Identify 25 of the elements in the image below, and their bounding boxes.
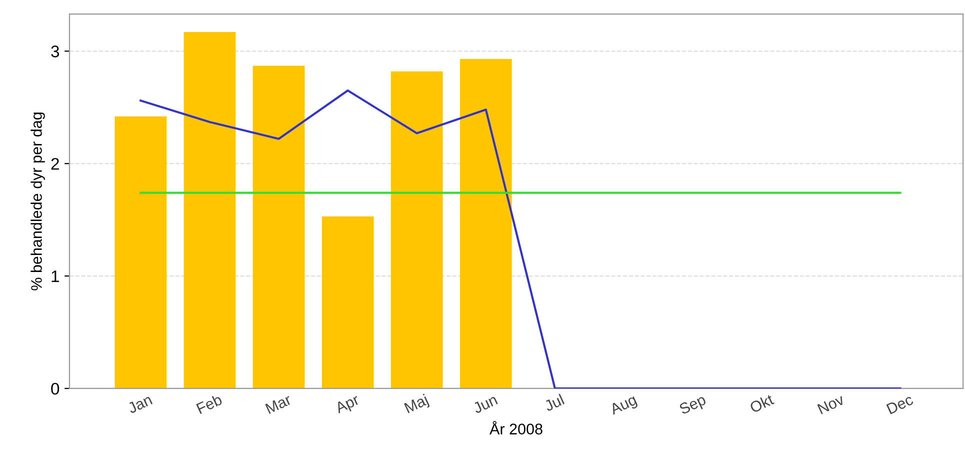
bar: [252, 66, 305, 388]
x-tick-label: Sep: [678, 394, 708, 418]
bar: [184, 32, 236, 388]
x-tick-label: Okt: [748, 393, 775, 414]
line-series: [140, 89, 902, 388]
x-tick-label: Jan: [126, 394, 153, 414]
x-tick-label: Mar: [265, 394, 292, 414]
bar: [390, 71, 443, 388]
x-tick-label: Aug: [608, 394, 638, 418]
y-tick-label: 0: [51, 382, 60, 395]
bar: [322, 216, 374, 388]
x-tick-label: Jul: [543, 394, 565, 412]
y-tick-label: 3: [51, 46, 60, 58]
y-axis-title: % behandlede dyr per dag: [30, 112, 45, 290]
y-tick-label: 2: [51, 158, 59, 170]
x-tick-label: Nov: [817, 394, 846, 414]
x-tick-label: Maj: [404, 394, 430, 416]
x-tick-label: Feb: [196, 394, 223, 414]
x-axis-title: År 2008: [490, 420, 542, 434]
x-tick-label: Apr: [334, 394, 362, 416]
x-tick-label: Dec: [886, 394, 914, 414]
bar: [114, 116, 167, 388]
y-tick-label: 1: [52, 270, 59, 282]
x-tick-label: Jun: [472, 394, 498, 414]
bar: [460, 59, 512, 388]
